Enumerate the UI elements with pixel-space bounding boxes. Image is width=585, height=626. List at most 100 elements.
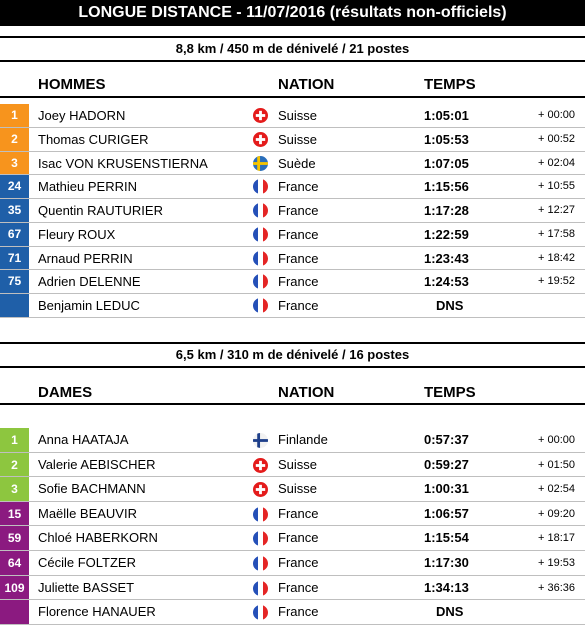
france-flag-icon [253,531,268,547]
women-result-row: 109 Juliette BASSET France 1:34:13 + 36:36 [0,575,585,601]
france-flag-icon [253,179,268,195]
switzerland-flag-icon [253,131,268,147]
men-result-row: 35 Quentin RAUTURIER France 1:17:28 + 12:27 [0,199,585,223]
rank-badge [0,294,29,317]
finish-time: 0:57:37 [424,432,469,447]
finish-time: 1:15:56 [424,179,469,195]
athlete-name: Cécile FOLTZER [38,555,136,570]
time-gap: + 09:20 [537,507,575,520]
rank-badge: 3 [0,477,29,501]
finish-time: 1:07:05 [424,155,469,171]
men-result-row: Benjamin LEDUC France DNS [0,294,585,318]
country-name: France [278,505,319,521]
time-gap: + 19:52 [537,275,575,288]
time-gap: + 19:53 [537,557,575,569]
country-name: Finlande [278,432,328,447]
men-result-row: 2 Thomas CURIGER Suisse 1:05:53 + 00:52 [0,127,585,152]
rank-badge: 109 [0,575,29,600]
rank-badge: 59 [0,526,29,550]
time-gap: + 00:00 [537,109,575,121]
men-course-info: 8,8 km / 450 m de dénivelé / 21 postes [0,36,585,62]
athlete-name: Fleury ROUX [38,226,116,242]
men-result-row: 75 Adrien DELENNE France 1:24:53 + 19:52 [0,270,585,294]
country-name: France [278,604,319,620]
time-gap: + 18:42 [537,251,575,264]
switzerland-flag-icon [253,457,268,473]
time-gap: + 12:27 [537,204,575,216]
country-name: Suisse [278,481,318,497]
time-gap: + 10:55 [537,180,575,193]
athlete-name: Sofie BACHMANN [38,481,146,497]
france-flag-icon [253,506,268,522]
rank-badge: 67 [0,222,29,246]
athlete-name: Mathieu PERRIN [38,179,137,195]
finish-time: 1:05:01 [424,108,469,123]
france-flag-icon [253,274,268,290]
women-result-row: 3 Sofie BACHMANN Suisse 1:00:31 + 02:54 [0,477,585,502]
dns-status: DNS [436,298,464,313]
country-name: Suisse [278,131,318,147]
time-gap: + 00:52 [537,132,575,145]
france-flag-icon [253,250,268,266]
finish-time: 0:59:27 [424,456,469,472]
women-time-header: TEMPS [424,384,476,401]
athlete-name: Juliette BASSET [38,579,135,595]
time-gap: + 17:58 [537,227,575,240]
finish-time: 1:00:31 [424,481,469,497]
time-gap: + 36:36 [537,581,575,594]
rank-badge: 64 [0,551,29,575]
finish-time: 1:24:53 [424,274,469,290]
men-result-row: 3 Isac VON KRUSENSTIERNA Suède 1:07:05 + 02:… [0,151,585,176]
rank-badge: 75 [0,270,29,293]
men-result-row: 24 Mathieu PERRIN France 1:15:56 + 10:55 [0,175,585,199]
rank-badge: 1 [0,428,29,452]
athlete-name: Thomas CURIGER [38,131,149,147]
country-name: France [278,298,319,313]
women-table-header: DAMES NATION TEMPS [0,384,585,404]
athlete-name: Isac VON KRUSENSTIERNA [38,155,208,171]
men-time-header: TEMPS [424,76,476,93]
dns-status: DNS [436,604,464,620]
page-title: LONGUE DISTANCE - 11/07/2016 (résultats … [0,0,585,26]
rank-badge: 3 [0,151,29,175]
athlete-name: Anna HAATAJA [38,432,129,447]
women-result-row: Florence HANAUER France DNS [0,600,585,625]
country-name: Suisse [278,108,318,123]
finish-time: 1:15:54 [424,530,469,546]
country-name: France [278,530,319,546]
country-name: France [278,274,319,290]
country-name: France [278,179,319,195]
switzerland-flag-icon [253,108,268,123]
men-result-row: 1 Joey HADORN Suisse 1:05:01 + 00:00 [0,104,585,128]
france-flag-icon [253,203,268,218]
finish-time: 1:17:30 [424,555,469,570]
men-result-row: 67 Fleury ROUX France 1:22:59 + 17:58 [0,222,585,247]
rank-badge: 15 [0,501,29,526]
country-name: France [278,250,319,266]
country-name: France [278,579,319,595]
country-name: France [278,226,319,242]
rank-badge: 2 [0,452,29,477]
france-flag-icon [253,580,268,596]
france-flag-icon [253,605,268,621]
athlete-name: Quentin RAUTURIER [38,203,163,218]
athlete-name: Adrien DELENNE [38,274,141,290]
france-flag-icon [253,226,268,242]
finish-time: 1:23:43 [424,250,469,266]
women-result-row: 59 Chloé HABERKORN France 1:15:54 + 18:17 [0,526,585,551]
rank-badge: 71 [0,246,29,270]
finish-time: 1:17:28 [424,203,469,218]
men-result-row: 71 Arnaud PERRIN France 1:23:43 + 18:42 [0,246,585,271]
time-gap: + 18:17 [537,532,575,545]
women-result-row: 64 Cécile FOLTZER France 1:17:30 + 19:53 [0,551,585,576]
women-category-header: DAMES [38,384,93,401]
men-nation-header: NATION [278,76,335,93]
country-name: France [278,203,319,218]
rank-badge: 2 [0,127,29,151]
athlete-name: Joey HADORN [38,108,126,123]
women-result-row: 1 Anna HAATAJA Finlande 0:57:37 + 00:00 [0,428,585,453]
athlete-name: Florence HANAUER [38,604,156,620]
france-flag-icon [253,556,268,571]
men-category-header: HOMMES [38,76,106,93]
time-gap: + 01:50 [537,458,575,471]
